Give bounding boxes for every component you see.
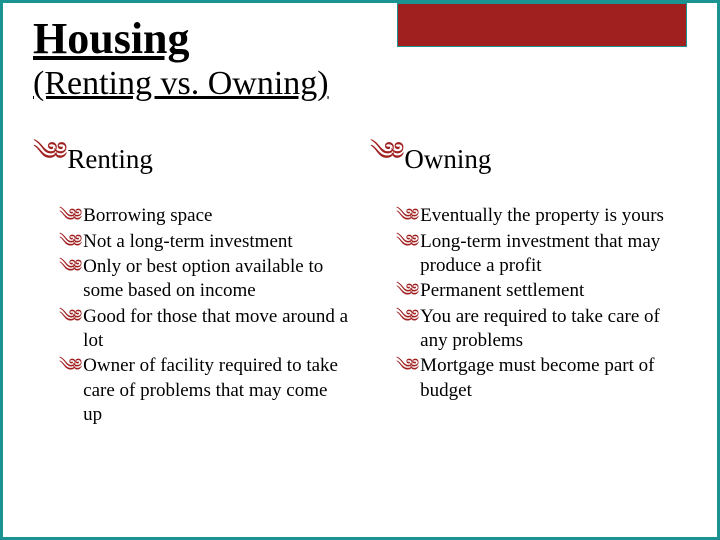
column-heading-renting: ༄༅ Renting (33, 123, 350, 196)
list-item: ༄༅Permanent settlement (396, 279, 687, 303)
column-heading-owning: ༄༅ Owning (370, 123, 687, 196)
list-item: ༄༅Eventually the property is yours (396, 204, 687, 228)
bullet-icon: ༄༅ (59, 305, 80, 328)
bullet-icon: ༄༅ (59, 354, 80, 377)
bullet-icon: ༄༅ (396, 279, 417, 302)
accent-box (397, 3, 687, 47)
bullet-icon: ༄༅ (396, 305, 417, 328)
point-text: Mortgage must become part of budget (420, 354, 687, 403)
list-item: ༄༅Only or best option available to some … (59, 255, 350, 304)
bullet-icon: ༄༅ (59, 255, 80, 278)
list-item: ༄༅Good for those that move around a lot (59, 305, 350, 354)
bullet-icon: ༄༅ (59, 230, 80, 253)
bullet-icon: ༄༅ (396, 230, 417, 253)
point-text: Permanent settlement (420, 279, 687, 303)
column-owning: ༄༅ Owning ༄༅Eventually the property is y… (370, 123, 687, 428)
bullet-icon: ༄༅ (33, 123, 65, 196)
column-heading-label: Renting (67, 144, 153, 175)
point-text: Good for those that move around a lot (83, 305, 350, 354)
point-text: Borrowing space (83, 204, 350, 228)
point-text: Only or best option available to some ba… (83, 255, 350, 304)
point-text: You are required to take care of any pro… (420, 305, 687, 354)
points-list-renting: ༄༅Borrowing space ༄༅Not a long-term inve… (33, 204, 350, 427)
point-text: Owner of facility required to take care … (83, 354, 350, 427)
points-list-owning: ༄༅Eventually the property is yours ༄༅Lon… (370, 204, 687, 403)
bullet-icon: ༄༅ (59, 204, 80, 227)
list-item: ༄༅Not a long-term investment (59, 230, 350, 254)
bullet-icon: ༄༅ (396, 204, 417, 227)
column-renting: ༄༅ Renting ༄༅Borrowing space ༄༅Not a lon… (33, 123, 350, 428)
list-item: ༄༅You are required to take care of any p… (396, 305, 687, 354)
list-item: ༄༅Borrowing space (59, 204, 350, 228)
bullet-icon: ༄༅ (396, 354, 417, 377)
point-text: Long-term investment that may produce a … (420, 230, 687, 279)
list-item: ༄༅Owner of facility required to take car… (59, 354, 350, 427)
page-subtitle: (Renting vs. Owning) (33, 65, 687, 103)
list-item: ༄༅Long-term investment that may produce … (396, 230, 687, 279)
point-text: Not a long-term investment (83, 230, 350, 254)
columns: ༄༅ Renting ༄༅Borrowing space ༄༅Not a lon… (33, 123, 687, 428)
list-item: ༄༅Mortgage must become part of budget (396, 354, 687, 403)
bullet-icon: ༄༅ (370, 123, 402, 196)
column-heading-label: Owning (404, 144, 491, 175)
point-text: Eventually the property is yours (420, 204, 687, 228)
slide-frame: Housing (Renting vs. Owning) ༄༅ Renting … (0, 0, 720, 540)
